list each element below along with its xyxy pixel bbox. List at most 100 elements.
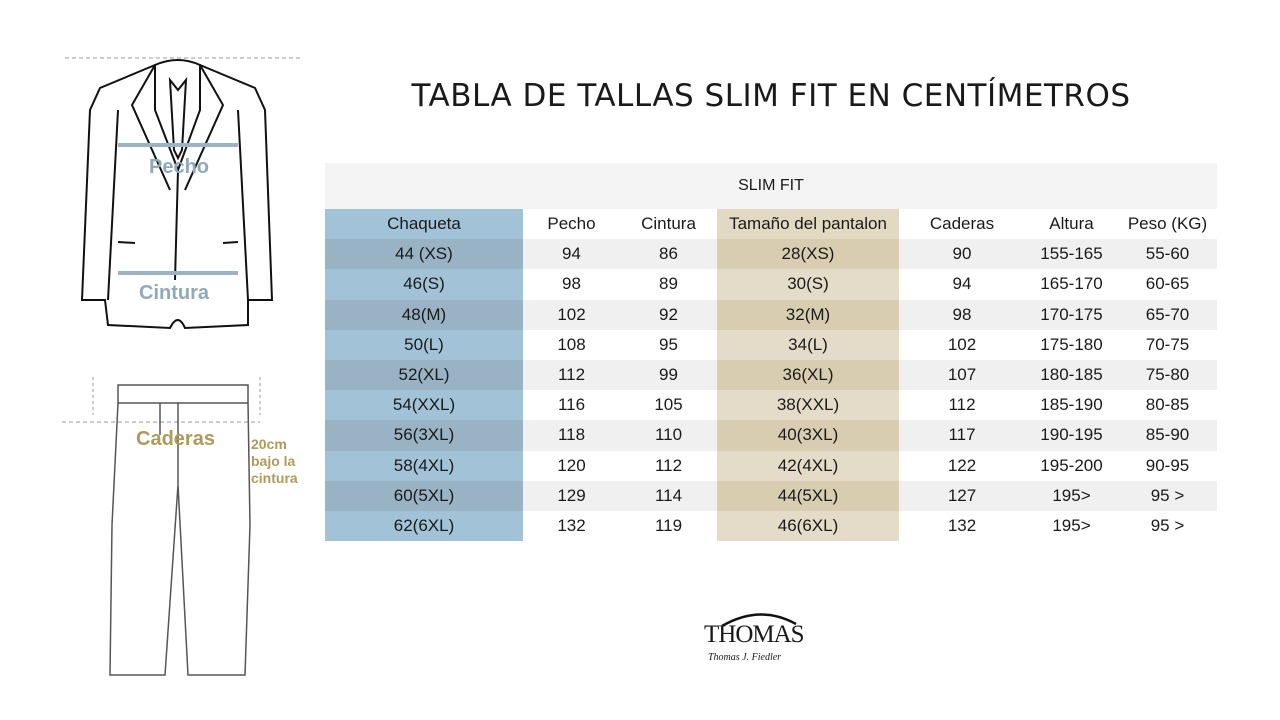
table-cell: 32(M) — [717, 299, 899, 330]
logo-brand: THOMAS — [704, 621, 805, 648]
table-cell: 65-70 — [1118, 299, 1217, 330]
table-cell: 105 — [620, 390, 717, 421]
table-cell: 28(XS) — [717, 239, 899, 270]
column-header: Cintura — [620, 209, 717, 240]
table-row: 52(XL) 112 99 36(XL) 107 180-185 75-80 — [325, 359, 1217, 391]
waist-label: Cintura — [139, 282, 209, 304]
table-caption: SLIM FIT — [325, 163, 1217, 209]
table-cell: 110 — [620, 420, 717, 451]
table-cell: 117 — [899, 420, 1025, 451]
table-cell: 90 — [899, 239, 1025, 270]
table-cell: 95 > — [1118, 510, 1217, 542]
table-cell: 195-200 — [1025, 450, 1118, 481]
table-cell: 118 — [523, 420, 620, 451]
table-cell: 52(XL) — [325, 359, 523, 391]
table-cell: 50(L) — [325, 329, 523, 360]
table-cell: 120 — [523, 450, 620, 481]
table-cell: 85-90 — [1118, 420, 1217, 451]
table-cell: 170-175 — [1025, 299, 1118, 330]
table-cell: 195> — [1025, 510, 1118, 542]
logo-sub: Thomas J. Fiedler — [708, 652, 782, 663]
table-row: 44 (XS) 94 86 28(XS) 90 155-165 55-60 — [325, 239, 1217, 270]
logo-swoosh-icon — [721, 613, 797, 628]
table-header-row: Chaqueta Pecho Cintura Tamaño del pantal… — [325, 209, 1217, 240]
column-header: Caderas — [899, 209, 1025, 240]
pants-illustration — [62, 377, 261, 676]
table-cell: 80-85 — [1118, 390, 1217, 421]
chest-label: Pecho — [149, 156, 210, 178]
table-cell: 44 (XS) — [325, 239, 523, 270]
table-cell: 185-190 — [1025, 390, 1118, 421]
table-cell: 122 — [899, 450, 1025, 481]
table-cell: 114 — [620, 480, 717, 511]
table-cell: 42(4XL) — [717, 450, 899, 481]
table-cell: 190-195 — [1025, 420, 1118, 451]
table-cell: 48(M) — [325, 299, 523, 330]
table-cell: 60-65 — [1118, 269, 1217, 300]
hips-label: Caderas — [136, 428, 215, 450]
table-cell: 92 — [620, 299, 717, 330]
table-cell: 95 > — [1118, 480, 1217, 511]
table-cell: 195> — [1025, 480, 1118, 511]
table-cell: 175-180 — [1025, 329, 1118, 360]
table-row: 54(XXL) 116 105 38(XXL) 112 185-190 80-85 — [325, 390, 1217, 421]
table-cell: 54(XXL) — [325, 390, 523, 421]
table-cell: 60(5XL) — [325, 480, 523, 511]
thomas-logo: THOMAS Thomas J. Fiedler — [700, 608, 810, 670]
table-cell: 36(XL) — [717, 359, 899, 391]
table-row: 56(3XL) 118 110 40(3XL) 117 190-195 85-90 — [325, 420, 1217, 451]
table-cell: 46(6XL) — [717, 510, 899, 542]
table-cell: 155-165 — [1025, 239, 1118, 270]
table-cell: 58(4XL) — [325, 450, 523, 481]
table-cell: 116 — [523, 390, 620, 421]
table-cell: 112 — [523, 359, 620, 391]
table-cell: 98 — [899, 299, 1025, 330]
table-cell: 38(XXL) — [717, 390, 899, 421]
table-row: 58(4XL) 120 112 42(4XL) 122 195-200 90-95 — [325, 450, 1217, 481]
table-cell: 94 — [899, 269, 1025, 300]
table-cell: 90-95 — [1118, 450, 1217, 481]
size-table: Chaqueta Pecho Cintura Tamaño del pantal… — [325, 209, 1217, 542]
table-row: 60(5XL) 129 114 44(5XL) 127 195> 95 > — [325, 480, 1217, 511]
table-cell: 46(S) — [325, 269, 523, 300]
hips-note-line: 20cm — [251, 436, 287, 452]
table-cell: 112 — [620, 450, 717, 481]
table-cell: 129 — [523, 480, 620, 511]
column-header: Peso (KG) — [1118, 209, 1217, 240]
hips-note-line: bajo la — [251, 453, 296, 469]
column-header: Pecho — [523, 209, 620, 240]
table-cell: 180-185 — [1025, 359, 1118, 391]
table-cell: 40(3XL) — [717, 420, 899, 451]
column-header: Altura — [1025, 209, 1118, 240]
table-cell: 70-75 — [1118, 329, 1217, 360]
table-cell: 165-170 — [1025, 269, 1118, 300]
table-cell: 86 — [620, 239, 717, 270]
table-row: 62(6XL) 132 119 46(6XL) 132 195> 95 > — [325, 510, 1217, 542]
hips-note: 20cm bajo la cintura — [251, 436, 298, 487]
table-cell: 30(S) — [717, 269, 899, 300]
table-cell: 99 — [620, 359, 717, 391]
table-cell: 94 — [523, 239, 620, 270]
table-cell: 132 — [523, 510, 620, 542]
table-cell: 119 — [620, 510, 717, 542]
table-cell: 95 — [620, 329, 717, 360]
table-cell: 102 — [899, 329, 1025, 360]
column-header: Chaqueta — [325, 209, 523, 240]
table-cell: 89 — [620, 269, 717, 300]
table-cell: 56(3XL) — [325, 420, 523, 451]
table-cell: 108 — [523, 329, 620, 360]
table-cell: 34(L) — [717, 329, 899, 360]
table-cell: 112 — [899, 390, 1025, 421]
jacket-illustration — [65, 57, 300, 330]
page-title: TABLA DE TALLAS SLIM FIT EN CENTÍMETROS — [411, 78, 1131, 114]
table-cell: 132 — [899, 510, 1025, 542]
hips-note-line: cintura — [251, 470, 298, 486]
table-cell: 98 — [523, 269, 620, 300]
table-cell: 75-80 — [1118, 359, 1217, 391]
table-cell: 102 — [523, 299, 620, 330]
table-cell: 55-60 — [1118, 239, 1217, 270]
column-header: Tamaño del pantalon — [717, 209, 899, 240]
table-cell: 107 — [899, 359, 1025, 391]
table-row: 46(S) 98 89 30(S) 94 165-170 60-65 — [325, 269, 1217, 300]
table-cell: 127 — [899, 480, 1025, 511]
